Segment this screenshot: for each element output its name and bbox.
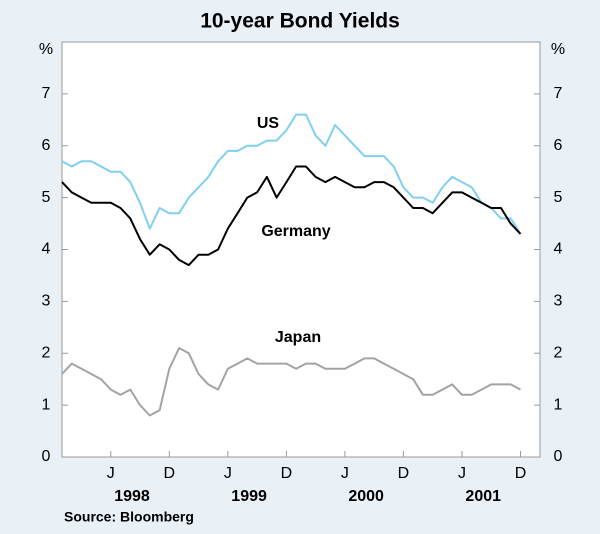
y-tick-label: 3 — [42, 293, 51, 310]
y-tick-label: 5 — [42, 189, 51, 206]
x-year-label: 1999 — [231, 488, 267, 505]
y2-tick-label: 7 — [554, 85, 563, 102]
x-tick-label: D — [164, 465, 176, 482]
x-tick-label: J — [224, 465, 232, 482]
series-label: US — [257, 115, 280, 132]
y2-tick-label: 6 — [554, 137, 563, 154]
series-label: Japan — [275, 329, 321, 346]
plot-area — [61, 41, 541, 458]
y-tick-label: 0 — [42, 448, 51, 465]
y-tick-label: 7 — [42, 85, 51, 102]
x-tick-label: D — [515, 465, 527, 482]
y-unit: % — [39, 41, 53, 58]
x-year-label: 1998 — [114, 488, 150, 505]
x-tick-label: J — [107, 465, 115, 482]
x-tick-label: J — [341, 465, 349, 482]
source: Source: Bloomberg — [64, 509, 194, 525]
y2-tick-label: 5 — [554, 189, 563, 206]
y2-tick-label: 1 — [554, 396, 563, 413]
x-tick-label: D — [398, 465, 410, 482]
series-line — [61, 113, 522, 235]
x-tick-label: D — [281, 465, 293, 482]
x-tick-label: J — [458, 465, 466, 482]
y2-tick-label: 3 — [554, 293, 563, 310]
series-line — [61, 347, 521, 417]
y-tick-label: 1 — [42, 396, 51, 413]
y2-unit: % — [551, 41, 565, 58]
y2-tick-label: 0 — [554, 448, 563, 465]
y2-tick-label: 4 — [554, 241, 563, 258]
y-tick-label: 4 — [42, 241, 51, 258]
y2-tick-label: 2 — [554, 344, 563, 361]
series-line — [61, 165, 522, 267]
x-year-label: 2000 — [348, 488, 384, 505]
y-tick-label: 2 — [42, 344, 51, 361]
x-year-label: 2001 — [465, 488, 501, 505]
y-tick-label: 6 — [42, 137, 51, 154]
chart-title: 10-year Bond Yields — [200, 10, 400, 33]
series-label: Germany — [261, 223, 330, 240]
